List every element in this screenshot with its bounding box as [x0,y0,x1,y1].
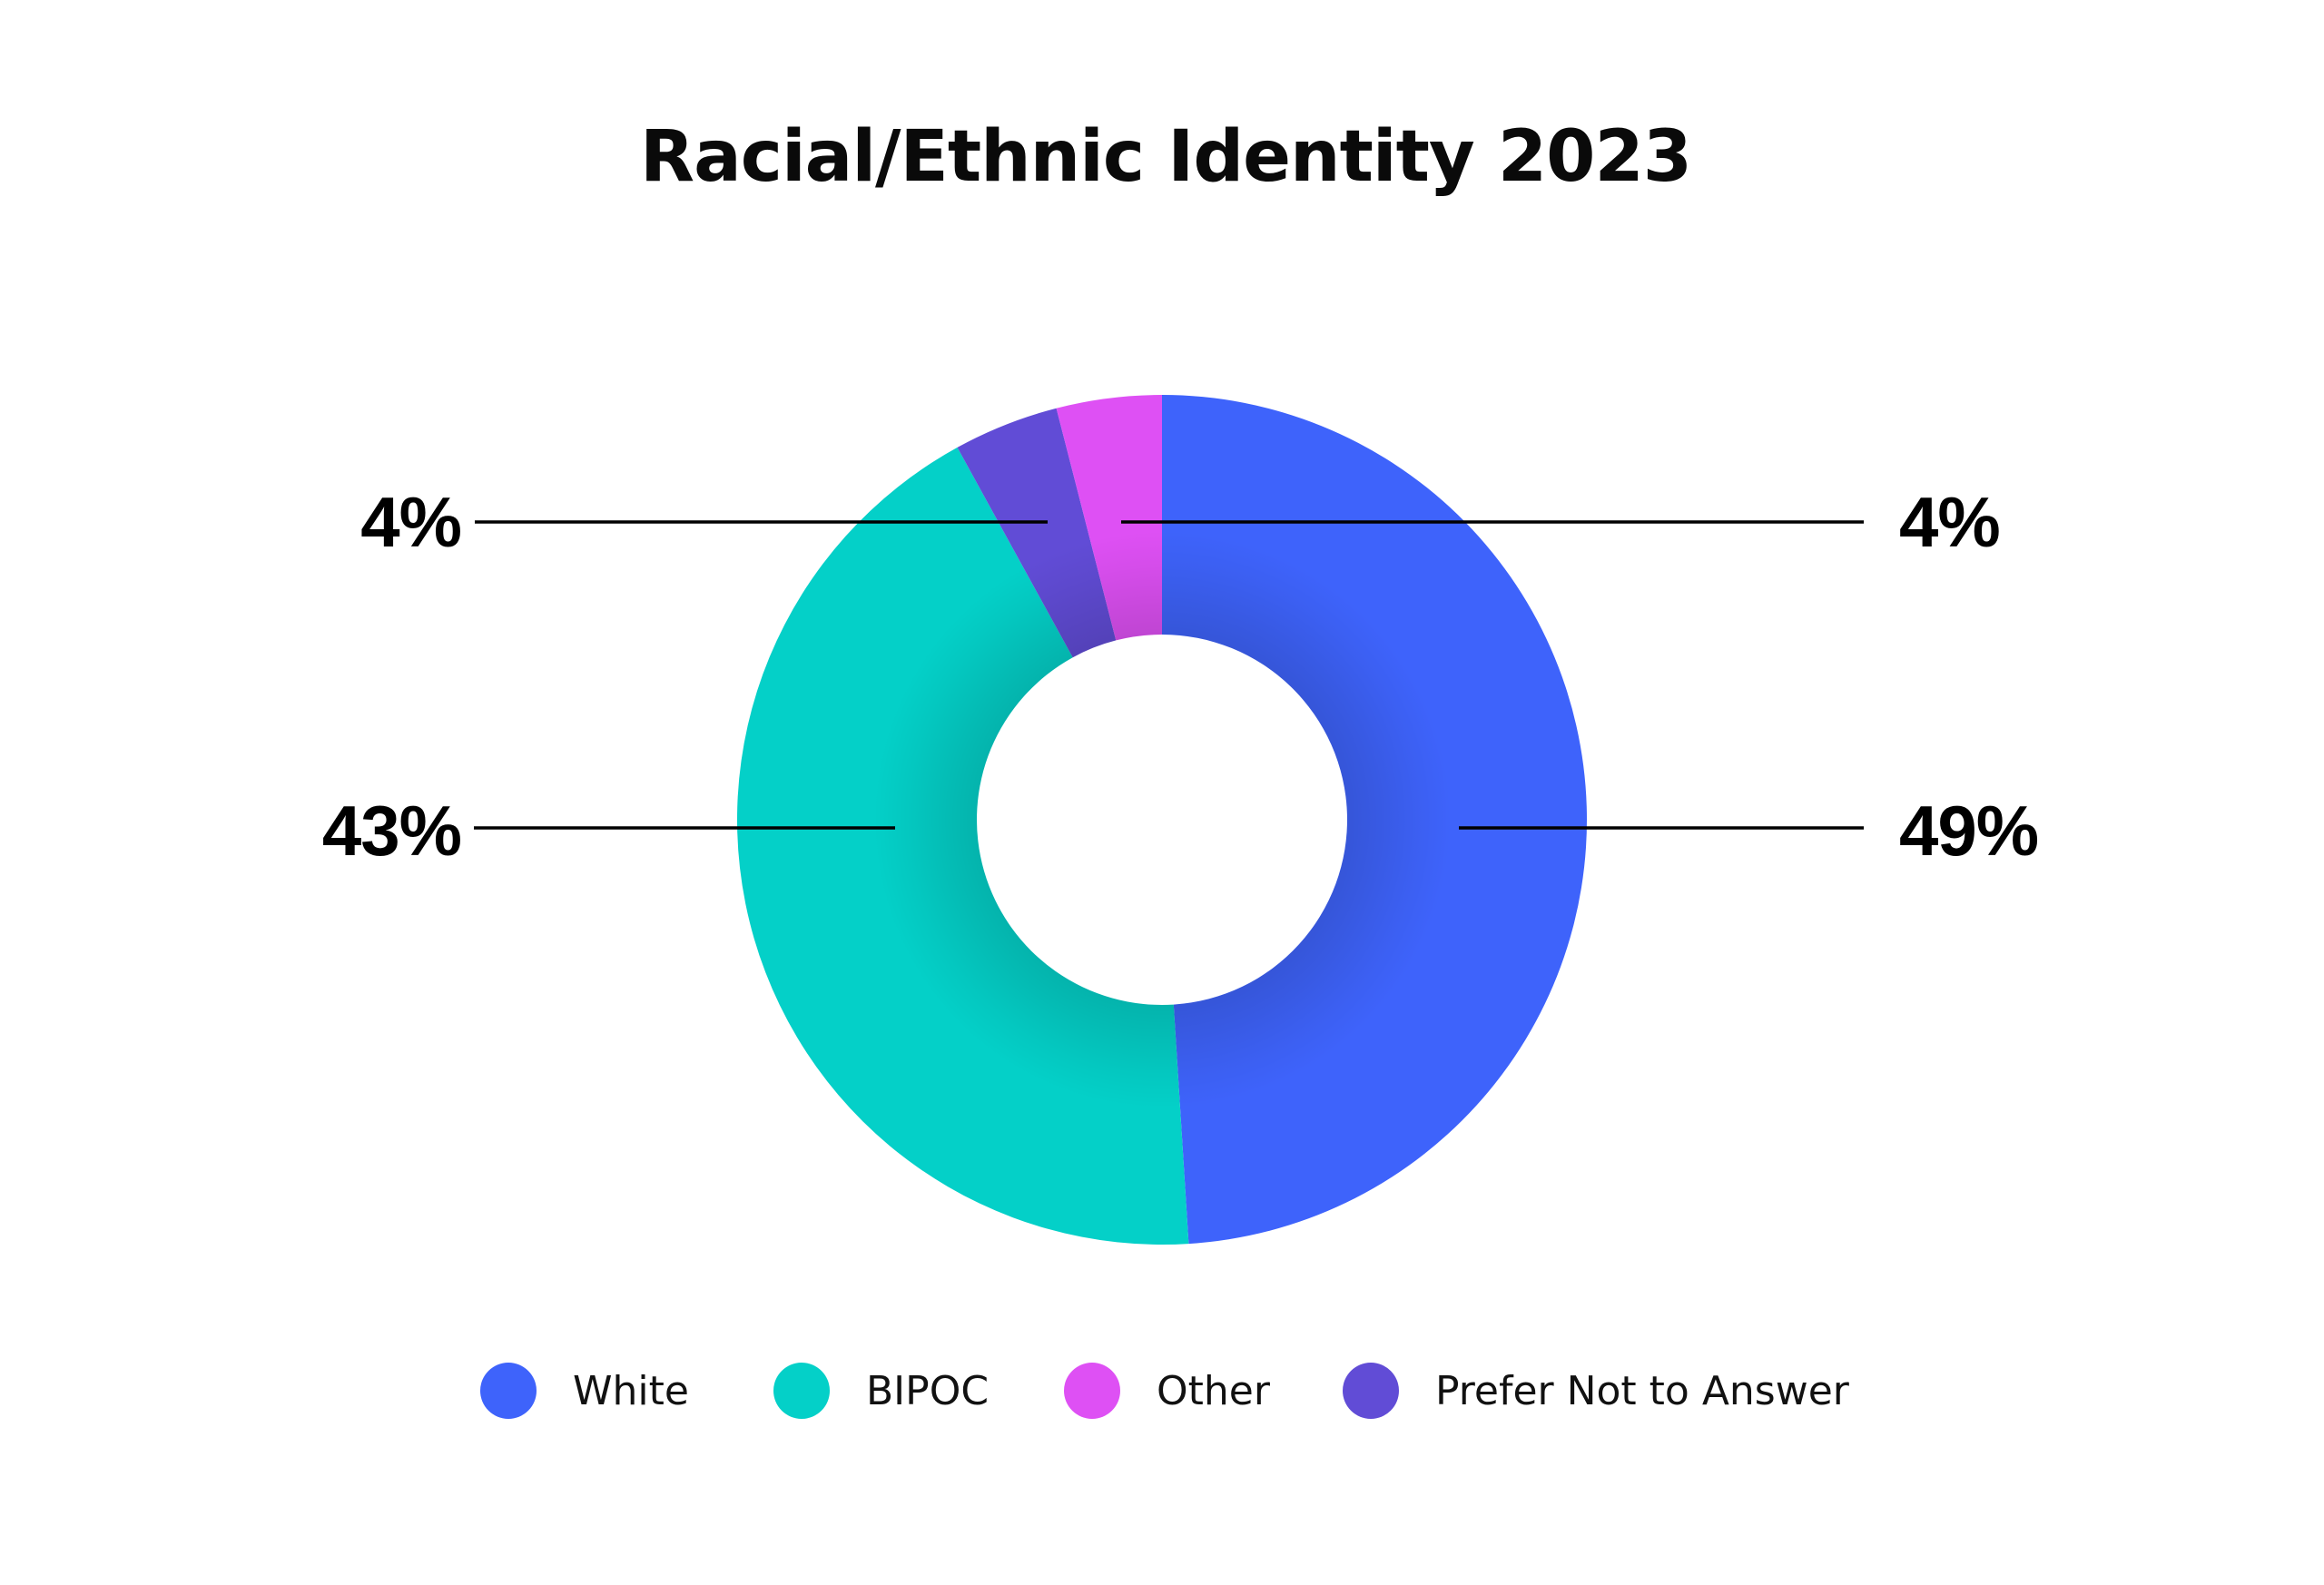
legend-label: BIPOC [866,1367,990,1414]
value-label-white: 49% [1899,791,2039,871]
inner-shadow-ring [736,395,1587,1245]
legend-swatch-white-icon [480,1363,537,1419]
legend-label: White [573,1367,689,1414]
legend-swatch-other-icon [1064,1363,1120,1419]
value-label-bipoc: 43% [321,791,462,871]
chart-title: Racial/Ethnic Identity 2023 [640,116,1692,198]
legend-label: Prefer Not to Answer [1435,1367,1849,1414]
leader-lines [474,520,1864,830]
legend-swatch-bipoc-icon [773,1363,830,1419]
legend-item-other[interactable]: Other [1064,1362,1270,1420]
legend: White BIPOC Other Prefer Not to Answer [0,1362,2324,1420]
legend-item-bipoc[interactable]: BIPOC [773,1362,989,1420]
legend-item-white[interactable]: White [480,1362,689,1420]
legend-item-prefer-not[interactable]: Prefer Not to Answer [1343,1362,1849,1420]
value-label-prefer-not: 4% [360,482,462,562]
legend-label: Other [1157,1367,1270,1414]
value-label-other: 4% [1899,482,2001,562]
legend-swatch-prefer-not-icon [1343,1363,1399,1419]
